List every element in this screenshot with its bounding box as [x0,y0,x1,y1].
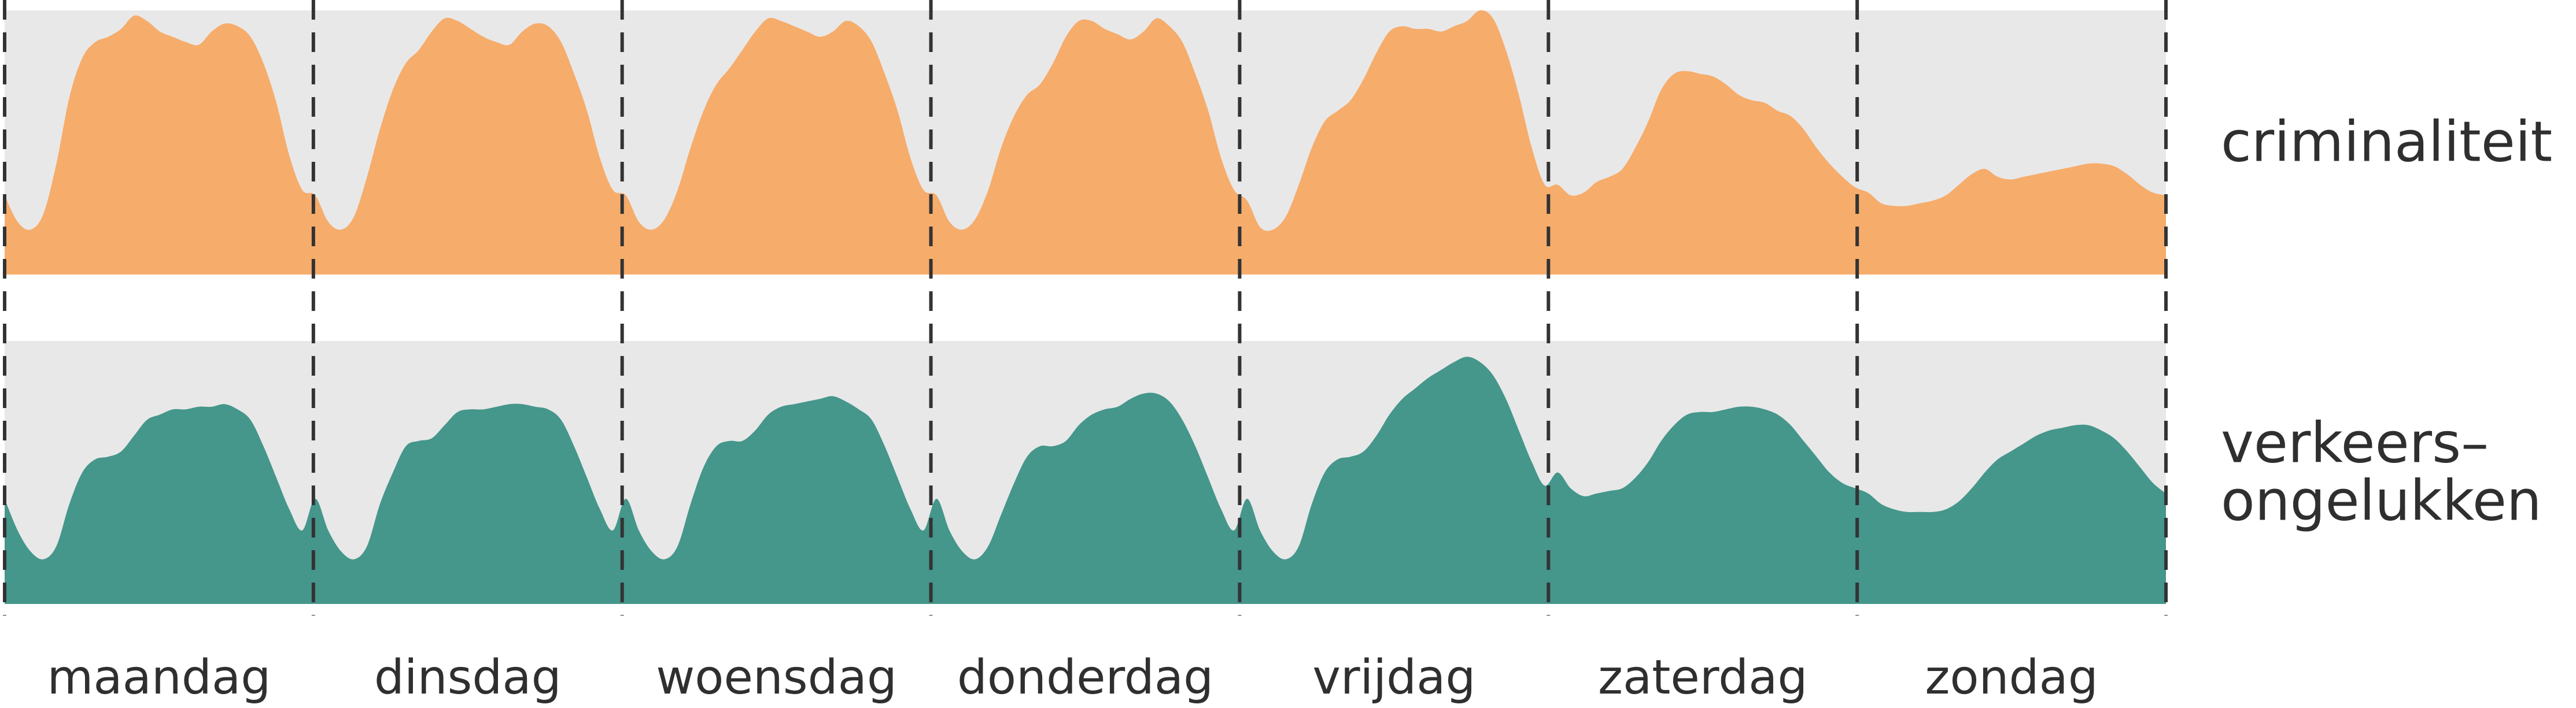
day-labels: maandag dinsdag woensdag donderdag vrijdag za… [47,650,2098,705]
series-label-verkeers-ongelukken-0: verkeers– [2221,411,2489,476]
series-labels: criminaliteit verkeers–ongelukken [2221,110,2552,533]
day-label-vrijdag: vrijdag [1312,650,1475,705]
series-label-criminaliteit-0: criminaliteit [2221,110,2552,175]
day-label-maandag: maandag [47,650,271,705]
day-dividers [3,0,2168,616]
area-series-criminaliteit [5,10,2166,275]
day-label-zondag: zondag [1925,650,2098,705]
day-label-dinsdag: dinsdag [374,650,562,705]
series-label-verkeers-ongelukken-1: ongelukken [2221,469,2542,533]
chart-panels [5,10,2166,604]
day-label-woensdag: woensdag [656,650,897,705]
day-label-zaterdag: zaterdag [1598,650,1808,705]
day-label-donderdag: donderdag [957,650,1213,705]
area-series-verkeers-ongelukken [5,357,2166,604]
